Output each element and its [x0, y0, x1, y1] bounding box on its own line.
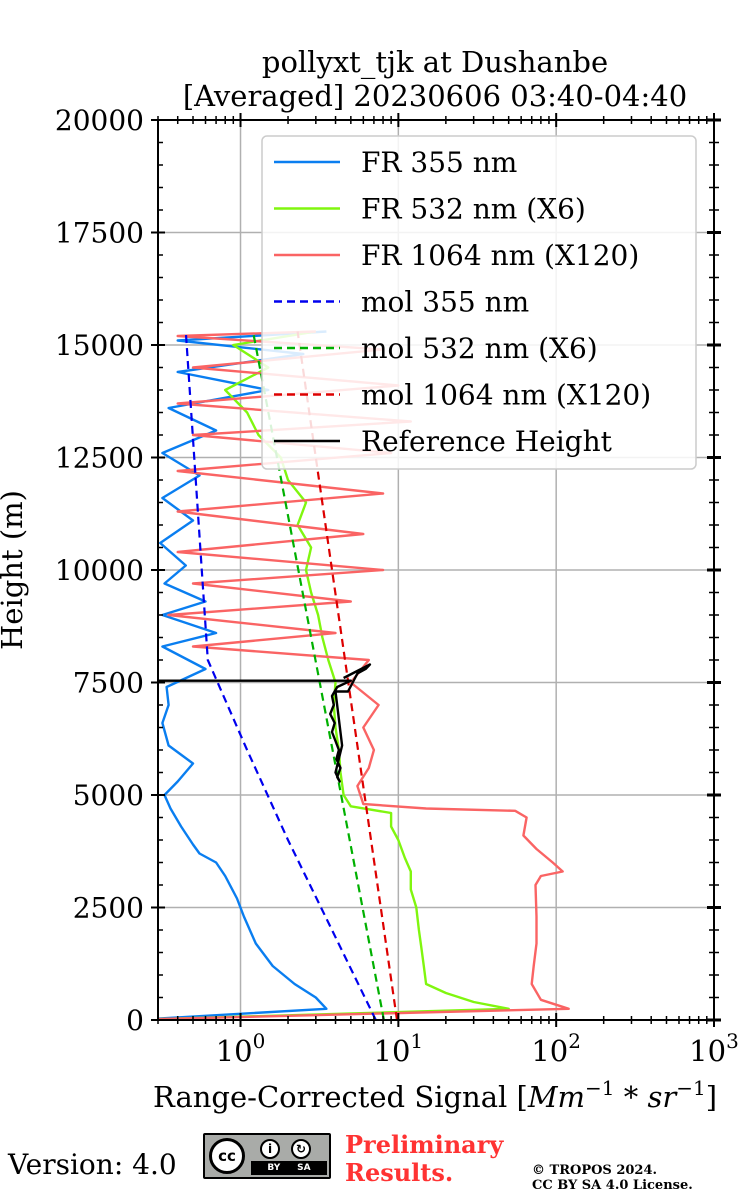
- y-tick-label-4: 10000: [55, 554, 144, 587]
- chart-title-line1: pollyxt_tjk at Dushanbe: [262, 45, 608, 80]
- series-line-3: [184, 331, 377, 1021]
- legend-label-2: FR 1064 nm (X120): [361, 239, 639, 272]
- legend-box: [261, 135, 697, 470]
- cc-logo-icon: cc: [209, 1138, 245, 1174]
- badge-caption: BY SA: [251, 1161, 327, 1175]
- preliminary-line1: Preliminary: [345, 1130, 504, 1159]
- x-tick-label-2: 102: [531, 1029, 581, 1068]
- y-tick-label-1: 2500: [73, 892, 144, 925]
- legend-label-6: Reference Height: [361, 425, 613, 458]
- x-tick-label-1: 101: [374, 1029, 424, 1068]
- y-tick-label-2: 5000: [73, 779, 144, 812]
- series-line-2: [157, 330, 570, 1021]
- y-axis-label: Height (m): [0, 490, 29, 650]
- version-label: Version: 4.0: [8, 1148, 177, 1181]
- legend-label-1: FR 532 nm (X6): [361, 193, 586, 226]
- y-tick-label-3: 7500: [73, 667, 144, 700]
- chart-title-line2: [Averaged] 20230606 03:40-04:40: [183, 79, 687, 113]
- legend-label-5: mol 1064 nm (X120): [361, 379, 651, 412]
- series-line-6: [158, 663, 372, 783]
- x-tick-label-3: 103: [689, 1029, 739, 1068]
- preliminary-results-note: Preliminary Results.: [345, 1131, 503, 1187]
- legend-label-0: FR 355 nm: [361, 146, 517, 179]
- copyright-note: © TROPOS 2024. CC BY SA 4.0 License.: [532, 1163, 693, 1193]
- y-tick-label-8: 20000: [55, 104, 144, 137]
- x-axis-label: Range-Corrected Signal [Mm−1 * sr−1]: [153, 1076, 717, 1114]
- attribution-icon: i: [260, 1139, 280, 1159]
- series-line-0: [157, 330, 328, 1020]
- badge-sa-label: SA: [297, 1163, 311, 1173]
- copyright-line2: CC BY SA 4.0 License.: [532, 1178, 693, 1193]
- y-tick-label-5: 12500: [55, 442, 144, 475]
- y-tick-label-7: 17500: [55, 217, 144, 250]
- y-tick-label-6: 15000: [55, 329, 144, 362]
- preliminary-line2: Results.: [345, 1158, 454, 1187]
- y-tick-label-0: 0: [126, 1004, 144, 1037]
- axis-ticks: 0 2500 5000 7500 10000 12500 15000 17500 20000 10…: [55, 104, 739, 1068]
- legend-label-3: mol 355 nm: [361, 286, 529, 319]
- legend-label-4: mol 532 nm (X6): [361, 332, 598, 365]
- chart: pollyxt_tjk at Dushanbe [Averaged] 20230…: [0, 45, 739, 1114]
- badge-by-label: BY: [267, 1163, 281, 1173]
- cc-license-badge[interactable]: cc i ↻ BY SA: [203, 1133, 331, 1179]
- share-alike-icon: ↻: [291, 1139, 311, 1159]
- legend: FR 355 nm FR 532 nm (X6) FR 1064 nm (X120)…: [261, 135, 697, 470]
- copyright-line1: © TROPOS 2024.: [532, 1163, 658, 1178]
- x-tick-label-0: 100: [216, 1029, 266, 1068]
